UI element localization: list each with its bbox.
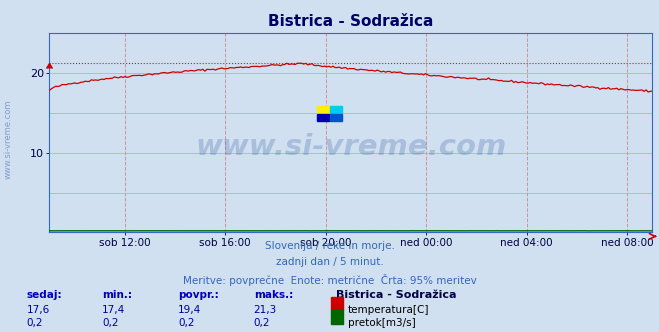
Text: povpr.:: povpr.: — [178, 290, 219, 300]
Text: 0,2: 0,2 — [254, 318, 270, 328]
Bar — [316, 106, 329, 113]
Title: Bistrica - Sodražica: Bistrica - Sodražica — [268, 14, 434, 29]
Text: maks.:: maks.: — [254, 290, 293, 300]
Bar — [330, 106, 343, 113]
Text: Bistrica - Sodražica: Bistrica - Sodražica — [336, 290, 457, 300]
Bar — [330, 114, 343, 121]
Text: zadnji dan / 5 minut.: zadnji dan / 5 minut. — [275, 257, 384, 267]
Text: 0,2: 0,2 — [102, 318, 119, 328]
Text: 21,3: 21,3 — [254, 305, 277, 315]
Text: 0,2: 0,2 — [26, 318, 43, 328]
Text: sedaj:: sedaj: — [26, 290, 62, 300]
Text: Meritve: povprečne  Enote: metrične  Črta: 95% meritev: Meritve: povprečne Enote: metrične Črta:… — [183, 274, 476, 286]
Text: temperatura[C]: temperatura[C] — [348, 305, 430, 315]
Text: 19,4: 19,4 — [178, 305, 201, 315]
Text: 0,2: 0,2 — [178, 318, 194, 328]
Text: 17,6: 17,6 — [26, 305, 49, 315]
Text: www.si-vreme.com: www.si-vreme.com — [195, 133, 507, 161]
Bar — [316, 114, 329, 121]
Text: 17,4: 17,4 — [102, 305, 125, 315]
Text: min.:: min.: — [102, 290, 132, 300]
Text: pretok[m3/s]: pretok[m3/s] — [348, 318, 416, 328]
Text: www.si-vreme.com: www.si-vreme.com — [3, 100, 13, 179]
Text: Slovenija / reke in morje.: Slovenija / reke in morje. — [264, 241, 395, 251]
